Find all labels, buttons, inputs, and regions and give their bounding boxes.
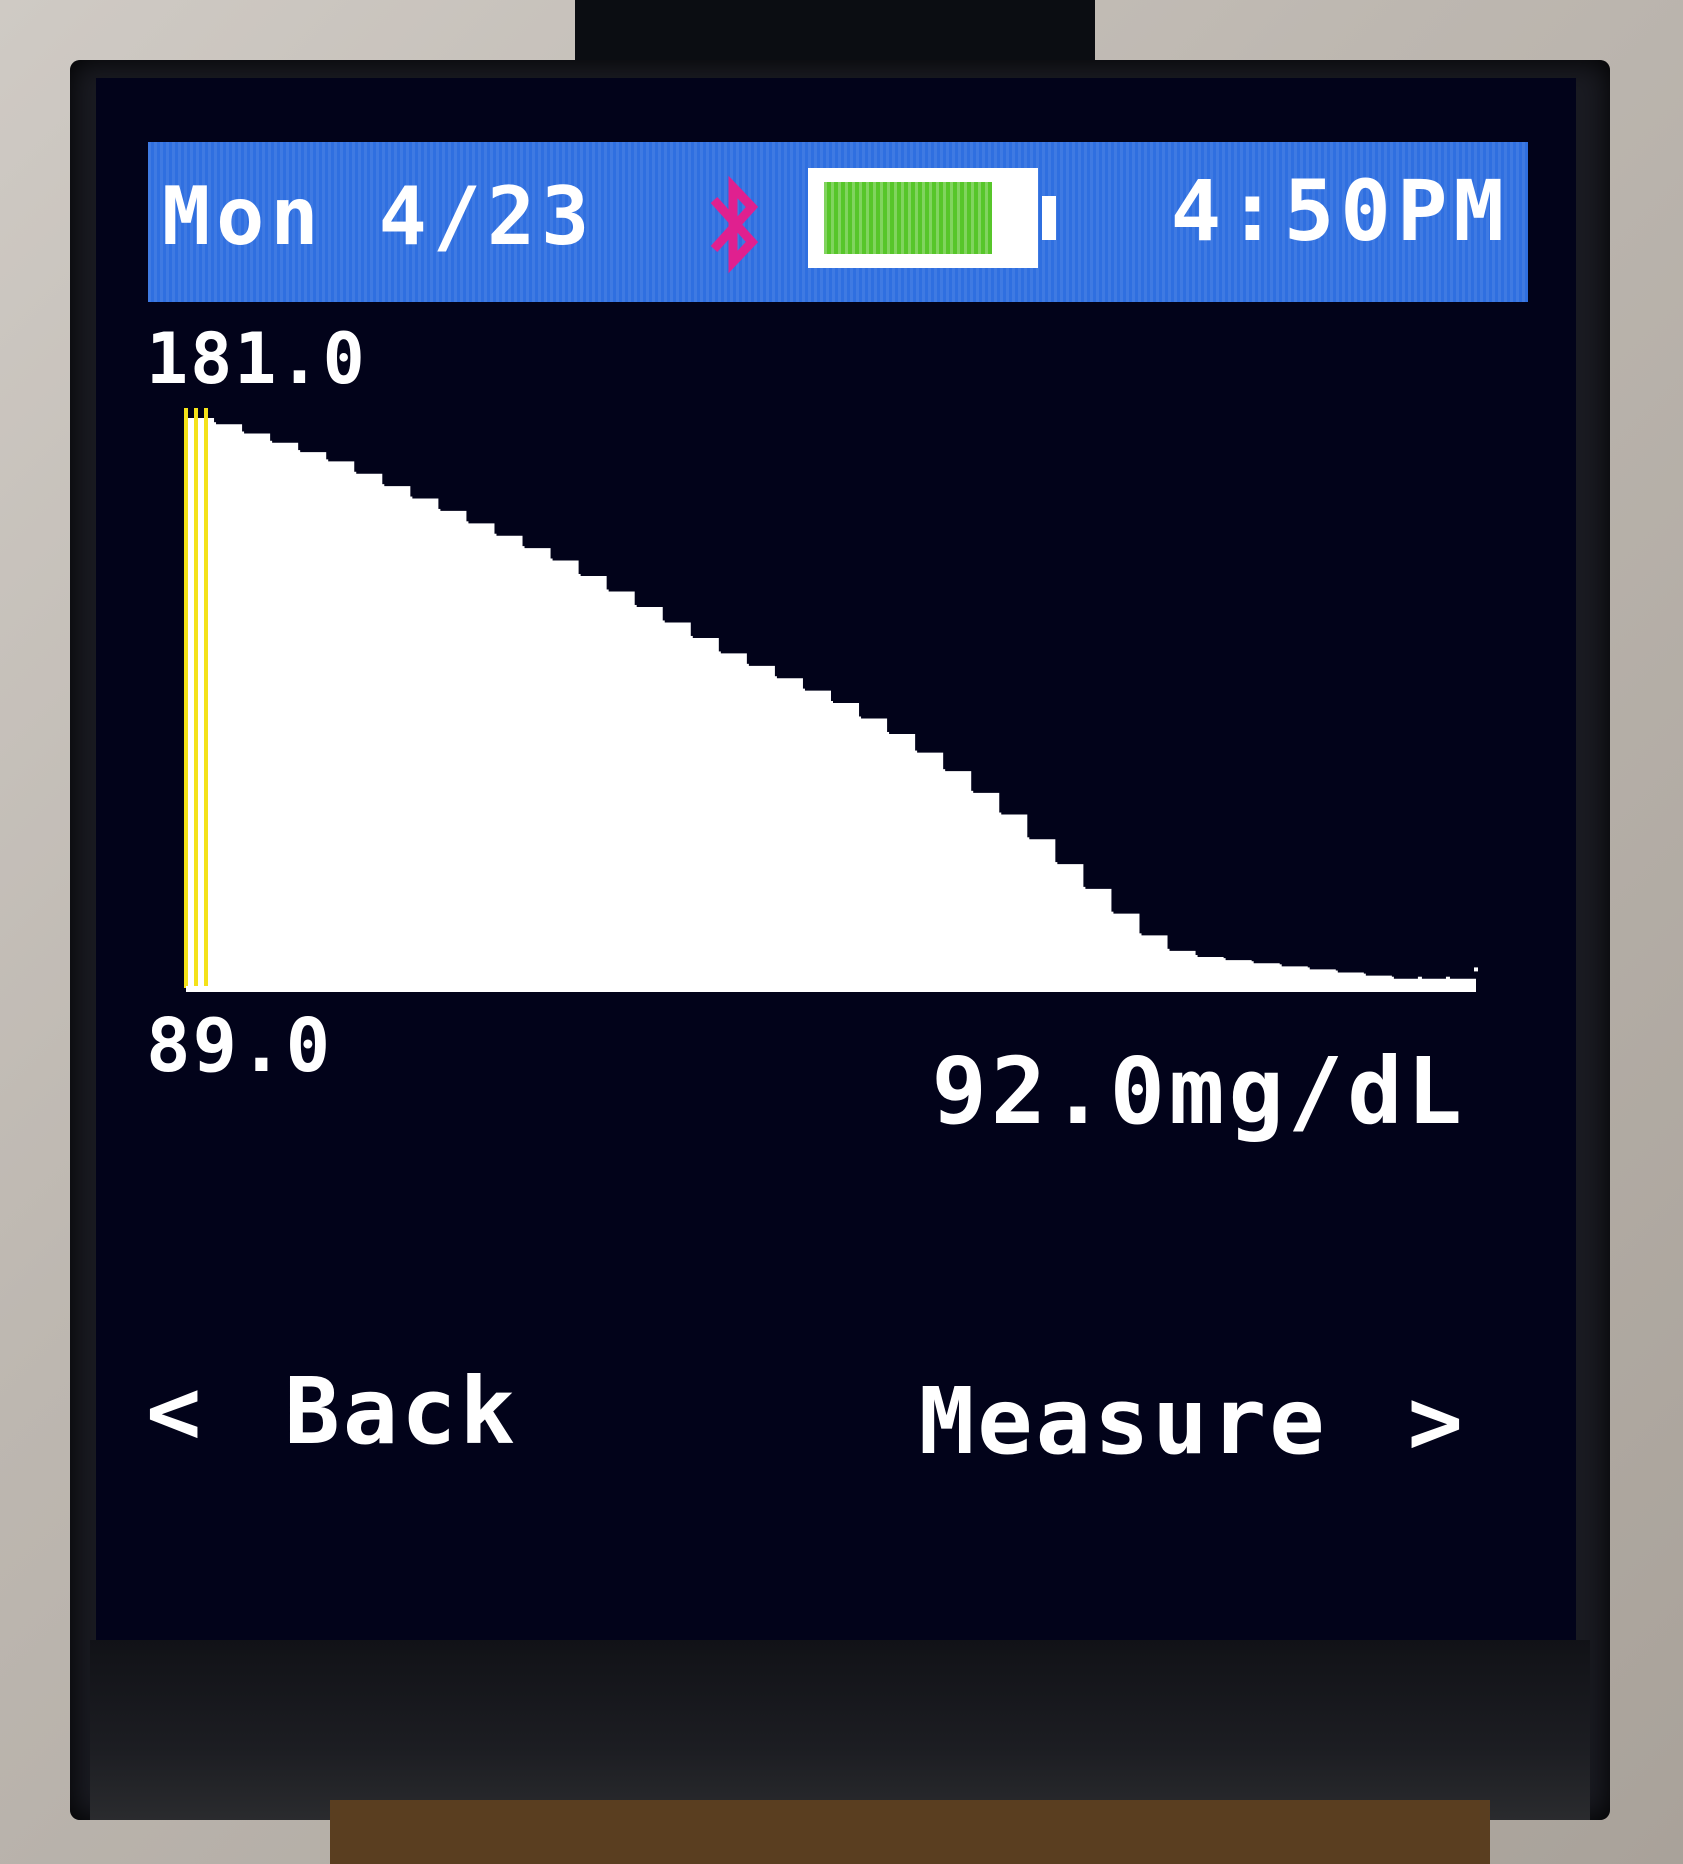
screen-bottom-flex [90,1640,1590,1820]
cursor-line [204,408,208,988]
data-point [1249,961,1254,966]
data-point [464,521,469,526]
cursor-line [194,408,198,988]
data-point [688,635,693,640]
data-point [268,440,273,445]
data-point [520,546,525,551]
battery-level-fill [824,182,993,254]
data-point [829,701,833,705]
glucose-reading: 92.0mg/dL [931,1038,1466,1145]
data-point [1361,973,1366,978]
data-point [1305,967,1310,972]
back-label: Back [284,1358,518,1465]
data-point [744,663,749,668]
data-point [1165,948,1170,953]
status-date: Mon 4/23 [162,170,596,263]
data-point [1025,837,1030,842]
data-point [941,769,946,774]
y-axis-min-label: 89.0 [146,1003,333,1089]
chevron-right-icon: > [1407,1368,1466,1475]
data-point [1081,886,1086,891]
data-point [380,484,385,489]
data-point [1193,955,1198,960]
data-point [1474,967,1478,972]
data-point [632,604,637,609]
data-point [492,533,497,538]
lcd-screen: Mon 4/23 4:50PM 181.0 89.0 92.0mg/dL < Ba… [96,78,1576,1648]
data-point [660,620,665,625]
data-point [604,589,609,594]
bluetooth-icon [710,175,759,274]
data-point [324,459,329,464]
data-point [772,676,777,681]
data-point [576,573,581,578]
data-point [1053,862,1058,867]
status-bar: Mon 4/23 4:50PM [148,142,1528,302]
chevron-left-icon: < [146,1358,205,1465]
data-point [969,790,974,795]
data-point [548,558,553,563]
cursor-line [184,408,188,988]
data-point [1389,976,1394,981]
data-point [1137,933,1142,938]
data-point [1333,970,1338,975]
data-point [800,688,805,693]
data-point [885,731,890,736]
y-axis-max-label: 181.0 [146,318,367,400]
frame-top-tab [575,0,1095,70]
data-point [913,750,918,755]
battery-icon [808,168,1056,268]
data-point [997,812,1002,817]
data-point [1445,976,1450,981]
data-point [1277,964,1282,969]
data-point [1109,911,1114,916]
measure-button[interactable]: Measure > [919,1368,1466,1475]
data-point [716,651,721,656]
status-time: 4:50PM [1170,162,1510,260]
data-point [436,508,441,513]
battery-terminal [1042,196,1056,240]
data-point [857,716,862,721]
data-point [408,496,413,501]
data-point [212,422,217,427]
data-point [1417,976,1422,981]
glucose-curve-chart [184,408,1478,992]
measure-label: Measure [918,1368,1328,1475]
data-point [240,431,245,436]
data-point [296,450,301,455]
data-point [1221,958,1226,963]
chart-baseline [186,986,1476,992]
ribbon-connector [330,1800,1490,1864]
back-button[interactable]: < Back [146,1358,518,1465]
data-point [352,471,357,476]
